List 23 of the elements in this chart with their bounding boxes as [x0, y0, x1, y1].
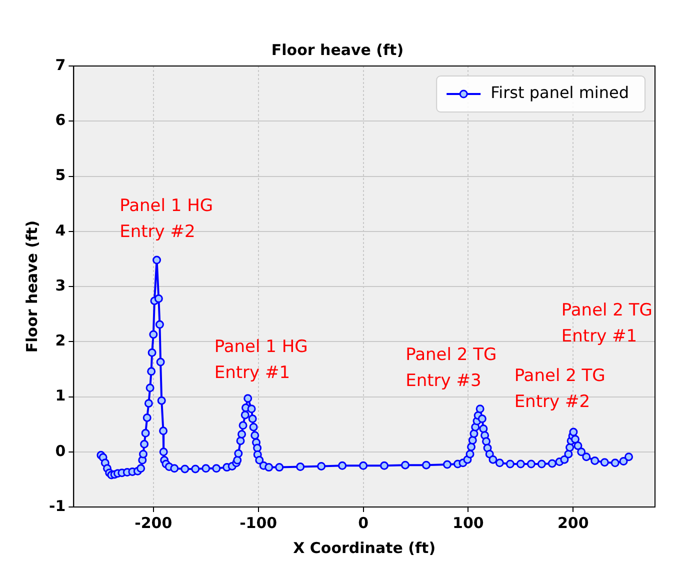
annotation: Panel 1 HG Entry #1 [214, 336, 308, 383]
x-tick-label: -200 [134, 514, 172, 532]
x-axis-title: X Coordinate (ft) [293, 538, 436, 557]
x-tick-label: 0 [358, 514, 368, 532]
y-tick-label: 3 [55, 276, 66, 294]
y-tick-label: 6 [55, 111, 66, 130]
annotation: Panel 2 TG Entry #1 [561, 300, 652, 347]
x-tick-label: -100 [240, 514, 278, 532]
x-tick-label: 200 [557, 514, 589, 532]
y-tick-label: 0 [55, 442, 66, 460]
y-tick-label: 7 [55, 56, 66, 74]
annotation: Panel 2 TG Entry #2 [514, 366, 606, 412]
legend-label: First panel mined [490, 83, 629, 102]
chart-title: Floor heave (ft) [271, 40, 404, 59]
x-tick-label: 100 [452, 514, 484, 532]
y-tick-label: 2 [55, 332, 66, 350]
y-tick-label: -1 [48, 496, 66, 515]
y-tick-label: 4 [55, 221, 66, 240]
y-axis-title: Floor heave (ft) [22, 220, 41, 353]
y-tick-label: 5 [55, 166, 66, 184]
annotation: Panel 1 HG Entry #2 [120, 196, 214, 242]
annotation: Panel 2 TG Entry #3 [406, 344, 497, 391]
y-tick-label: 1 [55, 386, 66, 405]
